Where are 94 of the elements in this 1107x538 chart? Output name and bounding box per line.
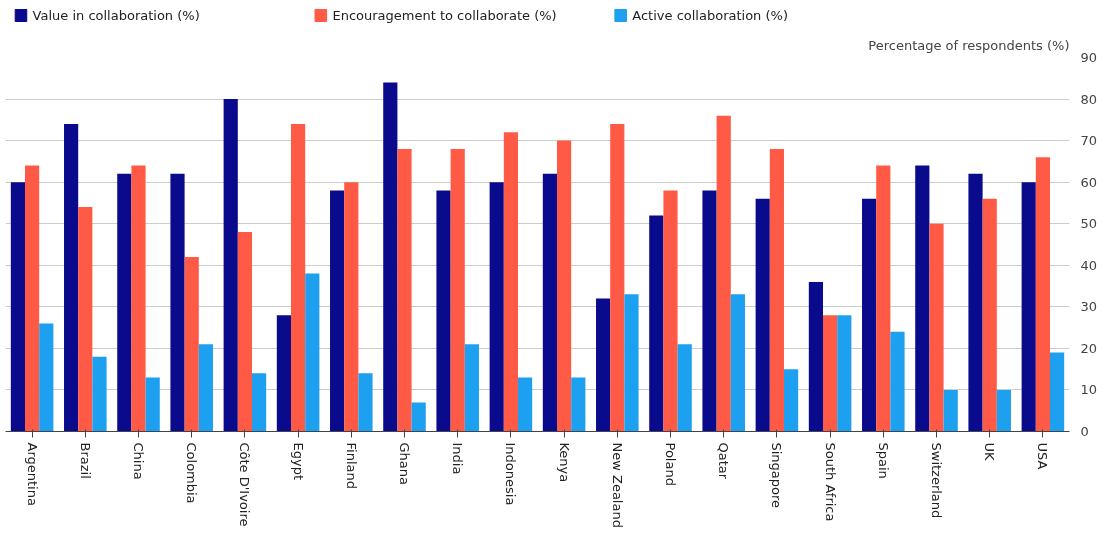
bar [291,123,306,432]
bar [943,389,958,432]
bar [503,132,518,432]
x-tick-label: Spain [875,442,891,479]
y-tick-label: 80 [1080,91,1098,107]
bar [39,323,54,432]
x-tick-label: Poland [663,442,678,486]
bar [145,377,160,432]
bar [755,198,770,432]
y-tick-label: 90 [1080,50,1098,65]
bar [677,344,692,432]
bar [489,182,504,432]
bar [649,215,664,432]
bar [823,315,838,432]
bar [251,373,267,432]
bar [610,123,625,432]
bar [542,173,558,432]
bar [223,99,238,432]
bar [837,315,852,432]
bar [1035,157,1050,432]
bar [78,207,93,432]
bar [436,190,451,432]
x-tick-label: Côte D'Ivoire [237,442,253,527]
bar [783,369,799,432]
y-tick-label: 0 [1080,424,1089,439]
bar [383,82,398,432]
bar [557,140,572,432]
y-tick-label: 50 [1080,216,1098,232]
x-tick-label: New Zealand [609,442,625,528]
bar [808,281,824,432]
bar [64,123,79,432]
x-tick-label: Argentina [24,442,40,506]
x-tick-label: China [131,442,146,480]
x-tick-label: USA [1035,442,1051,470]
bar [982,198,997,432]
bar [131,165,146,432]
x-tick-label: Indonesia [503,442,519,506]
x-tick-label: India [450,442,466,475]
y-tick-label: 60 [1080,174,1098,190]
bar [464,344,479,432]
bar [170,173,185,432]
y-axis-title: Percentage of respondents (%) [868,37,1070,53]
bar [330,190,345,432]
bar [730,294,745,432]
bar [915,165,930,432]
bar [344,182,359,432]
bar [450,148,465,432]
bar [92,356,107,432]
legend-label: Encouragement to collaborate (%) [332,8,557,23]
x-tick-label: Egypt [290,442,306,481]
x-tick-label: Colombia [184,442,200,504]
bar [117,173,132,432]
bar [624,294,639,432]
x-tick-label: Switzerland [929,442,944,519]
x-tick-label: Brazil [77,442,93,479]
bar [305,273,320,432]
x-tick-label: Finland [343,442,359,489]
bar [358,373,373,432]
x-tick-label: UK [982,442,998,462]
bar [663,190,678,432]
bar [890,331,905,432]
y-tick-label: 20 [1080,340,1098,356]
bar [517,377,533,432]
bar [571,377,586,432]
bar [596,298,611,432]
x-tick-label: Ghana [397,442,412,485]
bar [237,232,252,432]
bar [968,173,983,432]
x-tick-label: Kenya [556,442,572,483]
bar [198,344,213,432]
bar [702,190,717,432]
y-tick-label: 10 [1080,382,1098,398]
y-tick-label: 30 [1080,299,1098,315]
bar [716,115,731,432]
bar [276,315,292,432]
bar [769,148,784,432]
bar [996,389,1011,432]
bar [876,165,891,432]
bar [10,182,26,432]
x-tick-label: Qatar [716,442,732,480]
bar [25,165,40,432]
bar [929,223,944,432]
bar [1049,352,1065,432]
bar [411,402,426,432]
y-tick-label: 40 [1080,257,1098,273]
bar [1021,182,1036,432]
x-tick-label: Singapore [769,442,785,509]
x-tick-label: South Africa [822,442,838,522]
bar [184,256,199,432]
y-tick-label: 70 [1080,133,1098,149]
legend-label: Active collaboration (%) [632,8,788,23]
bar [397,148,412,432]
legend-label: Value in collaboration (%) [32,8,200,23]
bar [862,198,877,432]
